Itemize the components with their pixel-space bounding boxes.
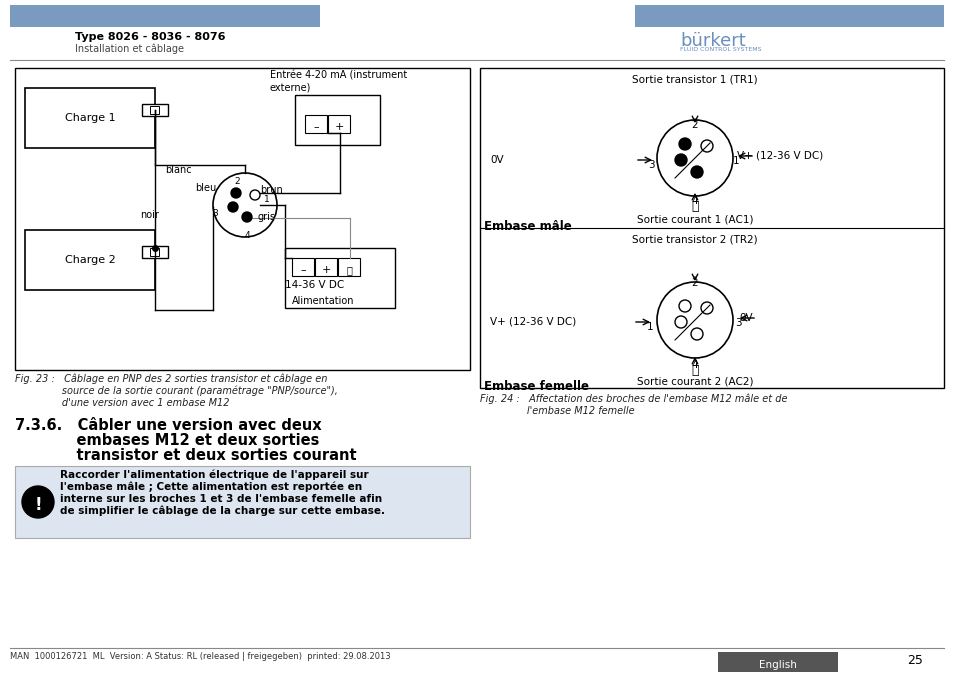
Bar — [314, 258, 336, 276]
Circle shape — [657, 120, 732, 196]
Circle shape — [22, 486, 54, 518]
Text: ⏚: ⏚ — [346, 265, 352, 275]
Bar — [15, 68, 470, 370]
Circle shape — [213, 173, 276, 237]
Bar — [142, 246, 168, 258]
Text: Charge 1: Charge 1 — [65, 113, 115, 123]
Text: 1: 1 — [732, 156, 739, 166]
Text: Type 8026 - 8036 - 8076: Type 8026 - 8036 - 8076 — [75, 32, 225, 42]
Text: d'une version avec 1 embase M12: d'une version avec 1 embase M12 — [15, 398, 230, 408]
Text: l'embase M12 femelle: l'embase M12 femelle — [479, 406, 634, 416]
Text: bürkert: bürkert — [679, 32, 745, 50]
Text: de simplifier le câblage de la charge sur cette embase.: de simplifier le câblage de la charge su… — [60, 506, 385, 516]
Bar — [142, 104, 168, 116]
Circle shape — [675, 316, 686, 328]
Bar — [25, 88, 154, 148]
Circle shape — [700, 302, 712, 314]
Text: ⏚: ⏚ — [691, 364, 698, 377]
Circle shape — [690, 166, 702, 178]
Circle shape — [250, 190, 260, 200]
Text: gris: gris — [257, 212, 275, 222]
Text: 2: 2 — [691, 120, 698, 130]
Bar — [328, 115, 350, 133]
Text: Entrée 4-20 mA (instrument: Entrée 4-20 mA (instrument — [270, 71, 407, 81]
Text: noir: noir — [140, 210, 159, 220]
Circle shape — [700, 140, 712, 152]
Text: Embase mâle: Embase mâle — [483, 220, 571, 233]
Text: 14-36 V DC: 14-36 V DC — [285, 280, 344, 290]
Bar — [294, 95, 379, 145]
Text: Raccorder l'alimentation électrique de l'appareil sur: Raccorder l'alimentation électrique de l… — [60, 470, 368, 481]
Circle shape — [231, 188, 241, 198]
Circle shape — [242, 212, 252, 222]
Text: 25: 25 — [906, 653, 922, 666]
Text: 4: 4 — [244, 231, 250, 240]
Text: FLUID CONTROL SYSTEMS: FLUID CONTROL SYSTEMS — [679, 47, 760, 52]
Text: transistor et deux sorties courant: transistor et deux sorties courant — [15, 448, 356, 463]
Text: Installation et câblage: Installation et câblage — [75, 44, 184, 55]
Bar — [150, 106, 159, 114]
Text: +: + — [334, 122, 343, 132]
Text: 0V: 0V — [490, 155, 503, 165]
Text: 7.3.6.   Câbler une version avec deux: 7.3.6. Câbler une version avec deux — [15, 418, 321, 433]
Text: 3: 3 — [648, 160, 655, 170]
Bar — [285, 248, 395, 308]
Text: Alimentation: Alimentation — [292, 296, 355, 306]
Text: externe): externe) — [270, 82, 311, 92]
Bar — [635, 5, 943, 27]
Bar — [10, 5, 319, 27]
Text: Sortie transistor 1 (TR1): Sortie transistor 1 (TR1) — [632, 75, 757, 85]
Bar — [150, 248, 159, 256]
Text: English: English — [759, 660, 796, 670]
Bar — [479, 68, 943, 388]
Text: 4: 4 — [691, 196, 698, 206]
Text: interne sur les broches 1 et 3 de l'embase femelle afin: interne sur les broches 1 et 3 de l'emba… — [60, 494, 382, 504]
Text: –: – — [300, 265, 306, 275]
Text: brun: brun — [260, 185, 282, 195]
Text: !: ! — [34, 496, 42, 514]
Circle shape — [690, 328, 702, 340]
Bar — [25, 230, 154, 290]
Text: ⏚: ⏚ — [691, 200, 698, 213]
Text: 0V: 0V — [739, 313, 752, 323]
Text: l'embase mâle ; Cette alimentation est reportée en: l'embase mâle ; Cette alimentation est r… — [60, 482, 362, 493]
Text: 2: 2 — [233, 177, 239, 186]
Text: Sortie transistor 2 (TR2): Sortie transistor 2 (TR2) — [632, 234, 757, 244]
Bar — [15, 466, 470, 538]
Text: 4: 4 — [691, 360, 698, 370]
Circle shape — [228, 202, 237, 212]
Text: 3: 3 — [734, 318, 740, 328]
Text: 2: 2 — [691, 278, 698, 288]
Bar — [337, 258, 359, 276]
Text: Embase femelle: Embase femelle — [483, 380, 588, 393]
Text: 1: 1 — [264, 195, 270, 204]
Circle shape — [657, 282, 732, 358]
Circle shape — [679, 138, 690, 150]
Text: V+ (12-36 V DC): V+ (12-36 V DC) — [490, 317, 576, 327]
Text: Sortie courant 1 (AC1): Sortie courant 1 (AC1) — [636, 214, 753, 224]
Text: MAN  1000126721  ML  Version: A Status: RL (released | freigegeben)  printed: 29: MAN 1000126721 ML Version: A Status: RL … — [10, 652, 390, 661]
Text: –: – — [313, 122, 318, 132]
Bar — [292, 258, 314, 276]
Text: +: + — [321, 265, 331, 275]
Bar — [305, 115, 327, 133]
Text: Sortie courant 2 (AC2): Sortie courant 2 (AC2) — [636, 377, 753, 387]
Text: Charge 2: Charge 2 — [65, 255, 115, 265]
Text: bleu: bleu — [194, 183, 216, 193]
Text: Fig. 24 :   Affectation des broches de l'embase M12 mâle et de: Fig. 24 : Affectation des broches de l'e… — [479, 394, 786, 404]
Circle shape — [675, 154, 686, 166]
Text: Fig. 23 :   Câblage en PNP des 2 sorties transistor et câblage en: Fig. 23 : Câblage en PNP des 2 sorties t… — [15, 374, 327, 384]
Circle shape — [679, 300, 690, 312]
Text: blanc: blanc — [165, 165, 192, 175]
Bar — [718, 652, 837, 672]
Text: embases M12 et deux sorties: embases M12 et deux sorties — [15, 433, 319, 448]
Text: 1: 1 — [646, 322, 652, 332]
Text: 3: 3 — [212, 209, 217, 218]
Text: source de la sortie courant (paramétrage "PNP/source"),: source de la sortie courant (paramétrage… — [15, 386, 337, 396]
Text: V+ (12-36 V DC): V+ (12-36 V DC) — [737, 151, 822, 161]
